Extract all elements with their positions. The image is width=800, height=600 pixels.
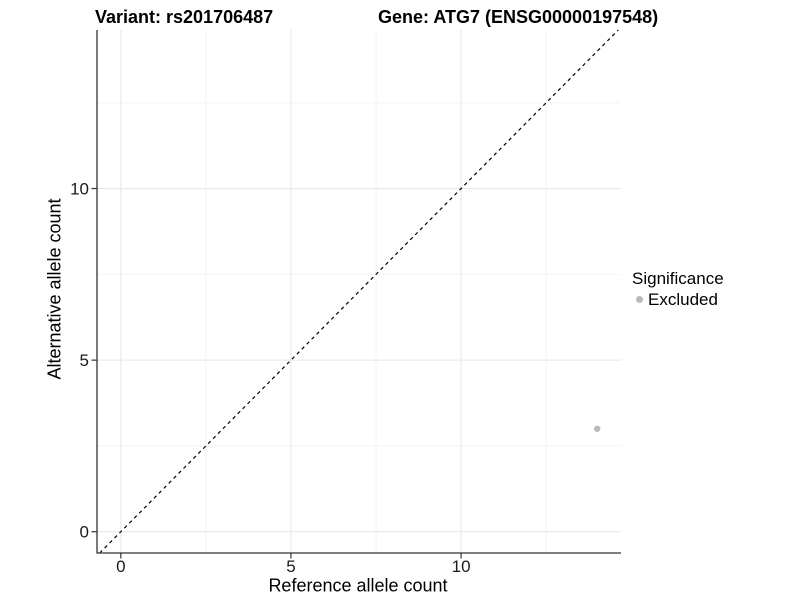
- variant-title: Variant: rs201706487: [95, 7, 274, 27]
- axis-lines: [96, 30, 621, 554]
- gene-title: Gene: ATG7 (ENSG00000197548): [378, 7, 659, 27]
- y-tick-label: 0: [80, 523, 89, 542]
- y-axis-title: Alternative allele count: [44, 198, 65, 380]
- legend-items: Excluded: [632, 290, 724, 309]
- x-axis-title: Reference allele count: [268, 575, 448, 596]
- legend-title: Significance: [632, 269, 724, 288]
- data-point: [593, 425, 601, 432]
- legend-item-label: Excluded: [648, 290, 718, 309]
- x-tick-label: 10: [452, 557, 471, 576]
- y-tick-label: 5: [80, 351, 89, 370]
- identity-line: [99, 29, 619, 554]
- legend-item: Excluded: [632, 290, 724, 309]
- legend-key-dot: [636, 296, 643, 303]
- x-tick-label: 5: [286, 557, 295, 576]
- significance-legend: Significance Excluded: [632, 269, 724, 309]
- x-tick-label: 0: [116, 557, 125, 576]
- y-tick-label: 10: [70, 180, 89, 199]
